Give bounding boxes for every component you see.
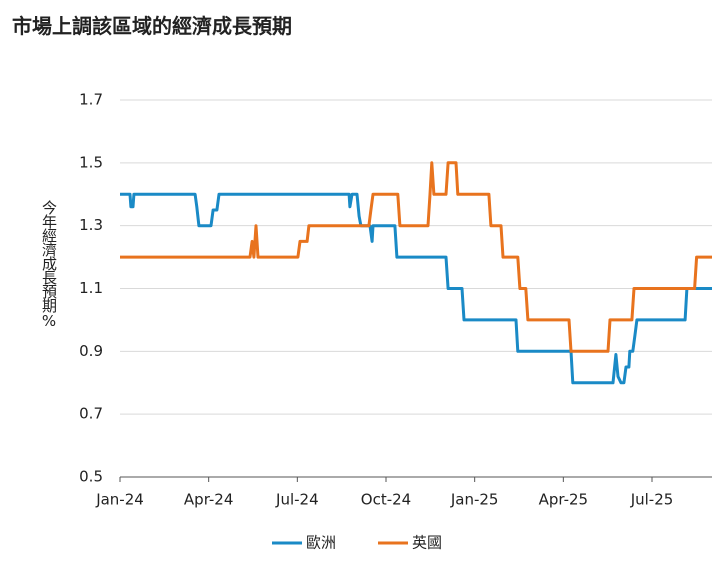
- chart-title: 市場上調該區域的經濟成長預期: [12, 14, 292, 38]
- y-tick-label: 1.1: [79, 279, 103, 297]
- x-tick-label: Jan-24: [95, 491, 144, 509]
- y-tick-label: 1.3: [79, 216, 103, 234]
- x-tick-label: Jul-25: [630, 491, 674, 509]
- x-tick-label: Jan-25: [450, 491, 499, 509]
- y-tick-label: 0.5: [79, 468, 103, 486]
- x-tick-label: Oct-24: [361, 491, 411, 509]
- legend-label: 英國: [412, 534, 442, 552]
- y-tick-label: 0.7: [79, 405, 103, 423]
- y-tick-label: 1.7: [79, 91, 103, 109]
- series-line: [120, 161, 712, 353]
- x-tick-label: Apr-25: [539, 491, 589, 509]
- x-tick-label: Apr-24: [184, 491, 234, 509]
- x-tick-label: Jul-24: [275, 491, 319, 509]
- series-line: [120, 192, 712, 385]
- legend-label: 歐洲: [306, 534, 336, 552]
- y-tick-label: 0.9: [79, 342, 103, 360]
- y-tick-label: 1.5: [79, 153, 103, 171]
- y-axis-label: 今年經濟成長預期%: [40, 200, 58, 329]
